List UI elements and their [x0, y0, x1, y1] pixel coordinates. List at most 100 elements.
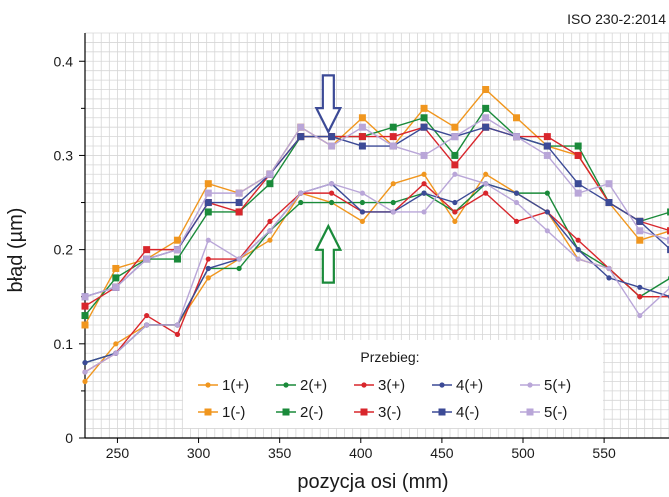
x-tick-label: 300 [187, 445, 211, 461]
data-point [328, 181, 335, 187]
data-point [112, 264, 120, 272]
axes: 250 300 350 400 450 500 550 0 0.1 0.2 0.3 0.4 [54, 33, 669, 461]
data-point [235, 208, 243, 216]
y-tick-label: 0.3 [54, 147, 74, 163]
data-point [358, 142, 366, 150]
y-tick-label: 0.2 [54, 242, 74, 258]
data-point [235, 189, 243, 197]
x-tick-label: 450 [430, 445, 454, 461]
legend-marker [282, 408, 290, 416]
data-point [636, 227, 644, 235]
legend-marker [204, 408, 212, 416]
standard-label: ISO 230-2:2014 [567, 11, 666, 27]
series [81, 86, 669, 385]
data-point [204, 199, 212, 207]
data-point [483, 190, 489, 196]
data-point [173, 236, 181, 244]
data-point [575, 237, 581, 243]
data-point [112, 283, 120, 291]
data-point [267, 237, 273, 243]
data-point [328, 190, 335, 196]
legend-label: 4(+) [456, 377, 483, 394]
data-point [451, 161, 459, 169]
data-point [544, 228, 550, 234]
data-point [266, 180, 274, 188]
data-point [513, 190, 520, 196]
data-point [173, 255, 181, 263]
data-point [482, 114, 490, 122]
data-point [452, 218, 458, 224]
data-point [606, 275, 612, 281]
legend-label: 5(+) [544, 377, 571, 394]
legend-marker [526, 408, 534, 416]
data-point [420, 123, 428, 131]
data-point [81, 312, 89, 320]
data-point [173, 246, 181, 254]
data-point [144, 322, 150, 328]
data-point [143, 255, 151, 263]
data-point [421, 181, 427, 187]
data-point [421, 171, 427, 177]
data-point [358, 114, 366, 122]
data-point [605, 180, 613, 188]
data-point [420, 151, 428, 159]
data-point [667, 208, 669, 216]
series-line [84, 107, 669, 317]
data-point [420, 114, 428, 122]
data-point [451, 123, 459, 131]
y-tick-label: 0.1 [54, 336, 74, 352]
data-point [482, 123, 490, 131]
data-point [266, 170, 274, 178]
data-point [452, 171, 458, 177]
data-point [390, 181, 396, 187]
data-point [483, 171, 489, 177]
data-point [574, 142, 582, 150]
x-tick-label: 400 [349, 445, 373, 461]
data-point [359, 209, 365, 215]
data-point [574, 151, 582, 159]
arrow-down-annotation [314, 74, 343, 135]
data-point [113, 350, 119, 356]
data-point [543, 151, 551, 159]
data-point [235, 199, 243, 207]
legend-item-4: 4(+) [432, 377, 483, 394]
data-point [82, 378, 88, 385]
data-point [328, 133, 336, 141]
data-point [421, 190, 427, 196]
data-point [636, 217, 644, 225]
data-point [483, 181, 489, 187]
data-point [144, 312, 150, 319]
data-point [637, 312, 643, 319]
y-axis-title: błąd (µm) [5, 208, 27, 293]
legend-label: 1(+) [222, 377, 249, 394]
legend-marker [283, 382, 289, 388]
data-point [574, 189, 582, 197]
data-point [482, 86, 490, 94]
data-point [358, 133, 366, 141]
data-point [297, 133, 305, 141]
data-point [205, 237, 211, 243]
data-point [328, 142, 336, 150]
data-point [452, 209, 458, 215]
data-point [236, 265, 242, 272]
data-point [544, 209, 550, 215]
data-point [204, 189, 212, 197]
series-4 [82, 181, 669, 366]
data-point [543, 142, 551, 150]
x-tick-label: 350 [268, 445, 292, 461]
data-point [513, 218, 520, 224]
data-point [451, 133, 459, 141]
series-1 [81, 86, 669, 329]
data-point [205, 256, 211, 262]
legend-label: 2(-) [300, 404, 323, 421]
data-point [205, 275, 211, 281]
legend-item-2: 2(-) [276, 404, 323, 421]
legend-item-1: 1(-) [198, 404, 245, 421]
data-point [390, 209, 396, 215]
series-line [84, 173, 669, 373]
series-line [84, 117, 669, 298]
series-2 [82, 181, 669, 366]
data-point [82, 360, 88, 366]
legend-label: 2(+) [300, 377, 327, 394]
